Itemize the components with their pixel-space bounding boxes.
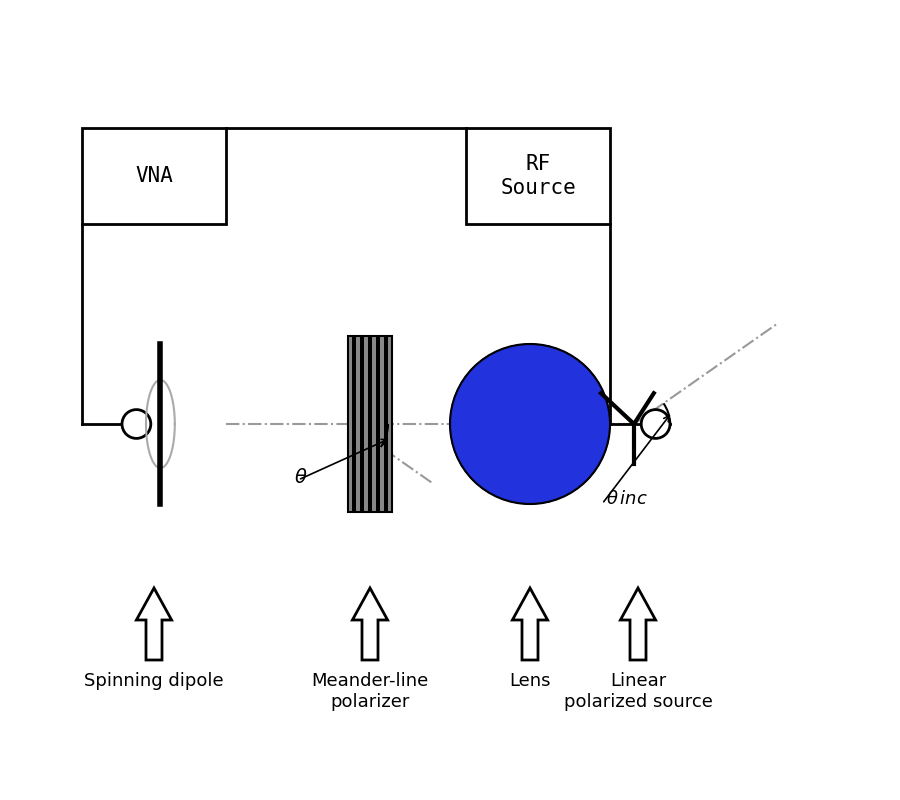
Text: Linear
polarized source: Linear polarized source [563, 672, 713, 711]
Bar [466, 128, 610, 224]
Bar [368, 336, 372, 512]
Circle shape [641, 410, 670, 438]
Bar [82, 128, 226, 224]
Bar [376, 336, 380, 512]
Bar [352, 336, 356, 512]
Bar [384, 336, 388, 512]
Text: $\theta$: $\theta$ [294, 468, 308, 487]
Text: Lens: Lens [509, 672, 551, 690]
Polygon shape [353, 588, 388, 660]
Bar [348, 336, 392, 512]
Text: VNA: VNA [135, 166, 173, 186]
Text: RF
Source: RF Source [500, 154, 576, 198]
Polygon shape [620, 588, 655, 660]
Bar [360, 336, 364, 512]
Text: Spinning dipole: Spinning dipole [85, 672, 224, 690]
Circle shape [122, 410, 151, 438]
Text: Meander-line
polarizer: Meander-line polarizer [311, 672, 428, 711]
Text: $\theta\,inc$: $\theta\,inc$ [606, 490, 648, 508]
Polygon shape [512, 588, 547, 660]
Circle shape [450, 344, 610, 504]
Polygon shape [137, 588, 172, 660]
